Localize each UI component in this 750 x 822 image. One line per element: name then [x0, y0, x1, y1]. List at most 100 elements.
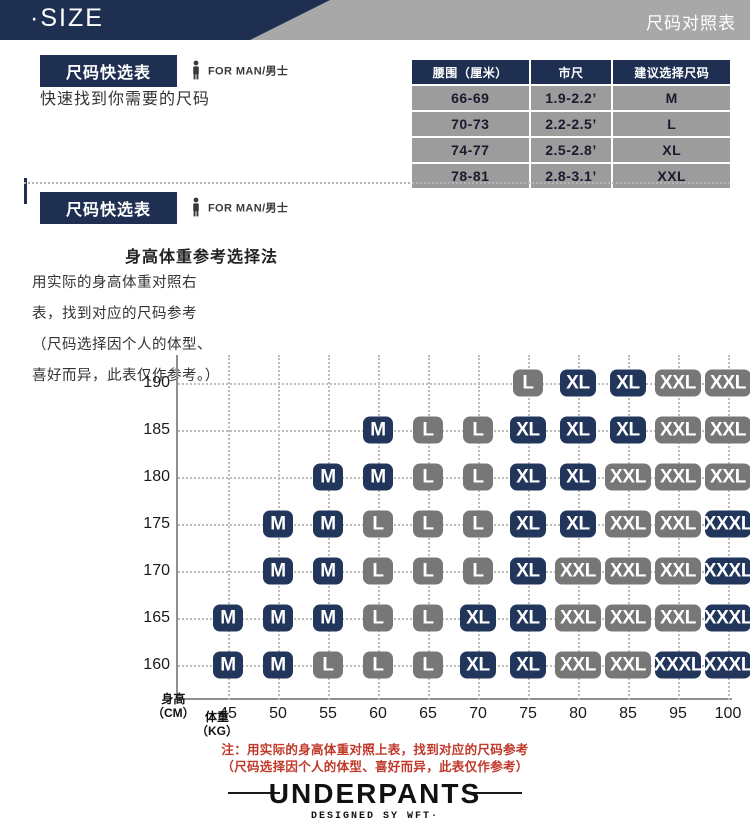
- chart-x-tick: 85: [619, 705, 637, 722]
- chart-y-tick: 180: [143, 468, 170, 485]
- size-cell: XXL: [605, 557, 651, 585]
- size-cell: XXXL: [704, 651, 750, 679]
- size-cell: M: [263, 604, 293, 632]
- size-cell: M: [363, 463, 393, 491]
- table-header-row: 腰围（厘米） 市尺 建议选择尺码: [412, 60, 730, 84]
- size-cell: XL: [560, 510, 596, 538]
- size-cell: L: [463, 557, 493, 585]
- cell-waist: 66-69: [412, 86, 529, 110]
- chart-y-tick: 165: [143, 609, 170, 626]
- chart-gridline-horizontal: [178, 524, 732, 526]
- chart-x-tick: 70: [469, 705, 487, 722]
- footer-tagline: DESIGNED SY WFT·: [310, 811, 439, 822]
- size-cell: XL: [610, 416, 646, 444]
- section-divider: [24, 182, 730, 184]
- cell-shichi: 1.9-2.2’: [530, 86, 612, 110]
- size-cell: XXL: [605, 604, 651, 632]
- column-header-size: 建议选择尺码: [613, 60, 730, 84]
- size-cell: L: [463, 510, 493, 538]
- divider-accent: [24, 178, 27, 204]
- section-two-forman-label: FOR MAN/男士: [207, 201, 289, 214]
- cell-size: M: [613, 86, 730, 110]
- chart-note-line1: 注：用实际的身高体重对照上表，找到对应的尺码参考: [221, 743, 529, 757]
- size-cell: XXL: [705, 416, 750, 444]
- size-cell: L: [513, 369, 543, 397]
- size-cell: XXXL: [704, 557, 750, 585]
- chart-y-axis-label: 身高 （CM）: [152, 692, 195, 720]
- chart-x-axis: [176, 698, 732, 700]
- size-cell: XL: [460, 651, 496, 679]
- size-cell: M: [313, 463, 343, 491]
- size-cell: L: [313, 651, 343, 679]
- footer-brand: UNDERPANTS: [268, 778, 482, 809]
- chart-x-tick: 65: [419, 705, 437, 722]
- size-cell: L: [413, 416, 443, 444]
- section-one-description: 快速找到你需要的尺码: [40, 91, 211, 108]
- chart-note-line2: （尺码选择因个人的体型、喜好而异，此表仅作参考）: [221, 760, 529, 774]
- chart-x-tick: 55: [319, 705, 337, 722]
- size-cell: M: [213, 604, 243, 632]
- cell-waist: 70-73: [412, 112, 529, 136]
- section-one-heading: 尺码快选表 FOR MAN/男士: [40, 55, 288, 87]
- column-header-waist: 腰围（厘米）: [412, 60, 529, 84]
- page-title: ·SIZE: [30, 4, 104, 32]
- chart-y-tick: 170: [143, 562, 170, 579]
- cell-shichi: 2.2-2.5’: [530, 112, 612, 136]
- cell-waist: 78-81: [412, 164, 529, 188]
- size-cell: XL: [510, 416, 546, 444]
- size-cell: M: [213, 651, 243, 679]
- size-cell: XL: [560, 463, 596, 491]
- size-cell: XXL: [705, 369, 750, 397]
- size-cell: L: [413, 557, 443, 585]
- cell-size: XL: [613, 138, 730, 162]
- section-one-badge: 尺码快选表: [40, 55, 178, 87]
- size-cell: XXL: [655, 510, 701, 538]
- chart-x-tick: 75: [519, 705, 537, 722]
- size-cell: XXXL: [704, 510, 750, 538]
- size-cell: XXL: [555, 604, 601, 632]
- size-cell: M: [313, 557, 343, 585]
- chart-gridline-horizontal: [178, 571, 732, 573]
- table-row: 74-77 2.5-2.8’ XL: [412, 138, 730, 162]
- chart-x-tick: 100: [714, 705, 742, 722]
- section-two-subtitle: 身高体重参考选择法: [125, 249, 279, 266]
- cell-size: L: [613, 112, 730, 136]
- size-cell: XXL: [655, 369, 701, 397]
- size-cell: XXL: [705, 463, 750, 491]
- section-two-paragraph: 用实际的身高体重对照右表，找到对应的尺码参考（尺码选择因个人的体型、喜好而异，此…: [32, 275, 220, 384]
- header-subtitle: 尺码对照表: [646, 14, 736, 33]
- cell-shichi: 2.8-3.1’: [530, 164, 612, 188]
- size-cell: XL: [510, 604, 546, 632]
- size-matrix-chart: 190 185 180 175 170 165 160 45 50 55 60 65 70 75 80 85 9…: [143, 355, 750, 722]
- size-cell: XL: [510, 557, 546, 585]
- size-cell: L: [363, 510, 393, 538]
- cell-shichi: 2.5-2.8’: [530, 138, 612, 162]
- size-cell: XXL: [605, 463, 651, 491]
- size-cell: XL: [560, 369, 596, 397]
- chart-note: 注：用实际的身高体重对照上表，找到对应的尺码参考 （尺码选择因个人的体型、喜好而…: [0, 742, 750, 776]
- size-cell: XXL: [605, 510, 651, 538]
- footer-rule-left: [228, 792, 280, 794]
- table-row: 78-81 2.8-3.1’ XXL: [412, 164, 730, 188]
- size-cell: M: [313, 604, 343, 632]
- size-cell: XL: [510, 510, 546, 538]
- chart-y-tick: 175: [143, 515, 170, 532]
- chart-gridline-vertical: [228, 355, 230, 700]
- section-two-forman: FOR MAN/男士: [191, 197, 288, 220]
- chart-x-tick: 45: [219, 705, 237, 722]
- chart-x-tick: 50: [269, 705, 287, 722]
- size-cell: XXL: [655, 416, 701, 444]
- footer-rule-right: [470, 792, 522, 794]
- size-cell: XXL: [655, 604, 701, 632]
- size-cell: M: [363, 416, 393, 444]
- chart-gridline-horizontal: [178, 477, 732, 479]
- size-cell: XL: [460, 604, 496, 632]
- size-cell: M: [263, 651, 293, 679]
- table-row: 70-73 2.2-2.5’ L: [412, 112, 730, 136]
- man-icon: [191, 197, 201, 220]
- chart-y-axis: [176, 355, 178, 700]
- size-cell: M: [263, 557, 293, 585]
- size-cell: XXL: [605, 651, 651, 679]
- section-two-badge: 尺码快选表: [40, 192, 178, 224]
- cell-size: XXL: [613, 164, 730, 188]
